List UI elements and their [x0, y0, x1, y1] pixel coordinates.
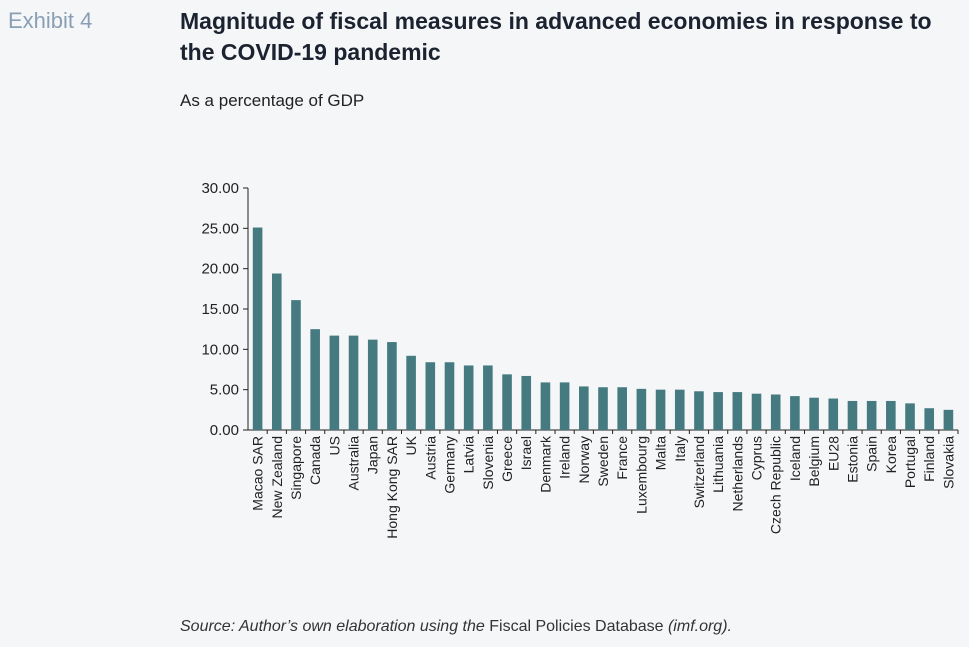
- chart-title: Magnitude of fiscal measures in advanced…: [180, 8, 932, 65]
- source-note: Source: Author’s own elaboration using t…: [180, 618, 732, 636]
- y-tick-label: 20.00: [201, 261, 239, 278]
- bar: [559, 382, 570, 430]
- x-tick-label: Czech Republic: [768, 436, 784, 534]
- x-tick-label: Netherlands: [729, 436, 745, 512]
- x-tick-label: Macao SAR: [250, 436, 266, 511]
- bar: [367, 339, 378, 430]
- bar: [502, 374, 512, 430]
- y-tick-label: 0.00: [210, 422, 239, 439]
- bar: [425, 362, 436, 430]
- x-tick-label: Germany: [441, 436, 457, 494]
- bar: [694, 391, 704, 430]
- bar: [463, 365, 474, 430]
- x-tick-label: Sweden: [595, 436, 611, 487]
- bar: [617, 387, 627, 430]
- x-tick-label: Ireland: [557, 436, 573, 479]
- x-tick-label: Estonia: [844, 436, 860, 483]
- bar: [406, 355, 416, 430]
- x-tick-label: Austria: [422, 436, 438, 480]
- x-tick-label: US: [326, 436, 342, 455]
- bar: [598, 387, 608, 430]
- bar: [866, 400, 877, 430]
- bar: [828, 398, 839, 430]
- y-tick-label: 25.00: [201, 220, 239, 237]
- bar: [655, 389, 666, 430]
- x-tick-label: Finland: [921, 436, 937, 482]
- bar: [713, 392, 723, 430]
- bar: [521, 375, 532, 430]
- bar: [905, 403, 915, 430]
- bar: [271, 273, 282, 430]
- bar: [751, 393, 762, 430]
- x-tick-label: Norway: [576, 436, 592, 483]
- x-tick-label: Canada: [307, 436, 323, 485]
- bar: [540, 382, 551, 430]
- x-tick-label: Italy: [672, 436, 688, 462]
- x-tick-label: Slovakia: [940, 436, 956, 489]
- x-tick-label: New Zealand: [269, 436, 285, 519]
- x-tick-label: EU28: [825, 436, 841, 471]
- x-tick-label: Luxembourg: [633, 436, 649, 514]
- bar: [674, 389, 685, 430]
- bar: [348, 335, 359, 430]
- x-tick-label: Belgium: [806, 436, 822, 487]
- bar: [579, 386, 589, 430]
- bar: [770, 394, 781, 430]
- x-tick-label: Japan: [365, 436, 381, 474]
- y-tick-label: 10.00: [201, 341, 239, 358]
- bar: [291, 300, 301, 430]
- exhibit-label: Exhibit 4: [8, 8, 93, 33]
- x-tick-label: Switzerland: [691, 436, 707, 508]
- chart-subtitle: As a percentage of GDP: [180, 91, 365, 110]
- x-tick-label: Greece: [499, 436, 515, 482]
- bar: [252, 227, 263, 430]
- x-tick-label: Latvia: [461, 436, 477, 474]
- x-tick-label: Denmark: [537, 435, 553, 493]
- x-tick-label: Cyprus: [749, 436, 765, 480]
- bar: [847, 400, 858, 430]
- y-tick-label: 30.00: [201, 180, 239, 197]
- x-tick-label: Korea: [883, 436, 899, 474]
- source-database: Fiscal Policies Database: [489, 618, 664, 635]
- x-tick-label: UK: [403, 435, 419, 455]
- x-tick-label: Hong Kong SAR: [384, 436, 400, 539]
- x-tick-label: Portugal: [902, 436, 918, 488]
- y-tick-label: 5.00: [210, 382, 239, 399]
- bar: [943, 409, 954, 430]
- x-tick-label: Iceland: [787, 436, 803, 481]
- bar: [444, 362, 455, 430]
- source-prefix: Source: Author’s own elaboration using t…: [180, 618, 490, 635]
- bar: [387, 342, 397, 430]
- x-tick-label: Spain: [864, 436, 880, 472]
- bar: [310, 329, 320, 430]
- x-tick-label: Australia: [346, 436, 362, 491]
- x-tick-label: Israel: [518, 436, 534, 470]
- bar: [483, 365, 493, 430]
- source-suffix: (imf.org).: [663, 618, 732, 635]
- bar: [790, 396, 800, 430]
- bar: [924, 408, 935, 430]
- bar: [886, 400, 896, 430]
- bar: [329, 335, 340, 430]
- x-tick-label: Slovenia: [480, 436, 496, 490]
- bar: [732, 392, 743, 430]
- x-tick-label: France: [614, 436, 630, 480]
- bar: [809, 397, 819, 430]
- bar: [636, 388, 647, 430]
- x-tick-label: Singapore: [288, 436, 304, 500]
- x-tick-label: Malta: [653, 436, 669, 470]
- y-tick-label: 15.00: [201, 301, 239, 318]
- x-tick-label: Lithuania: [710, 436, 726, 493]
